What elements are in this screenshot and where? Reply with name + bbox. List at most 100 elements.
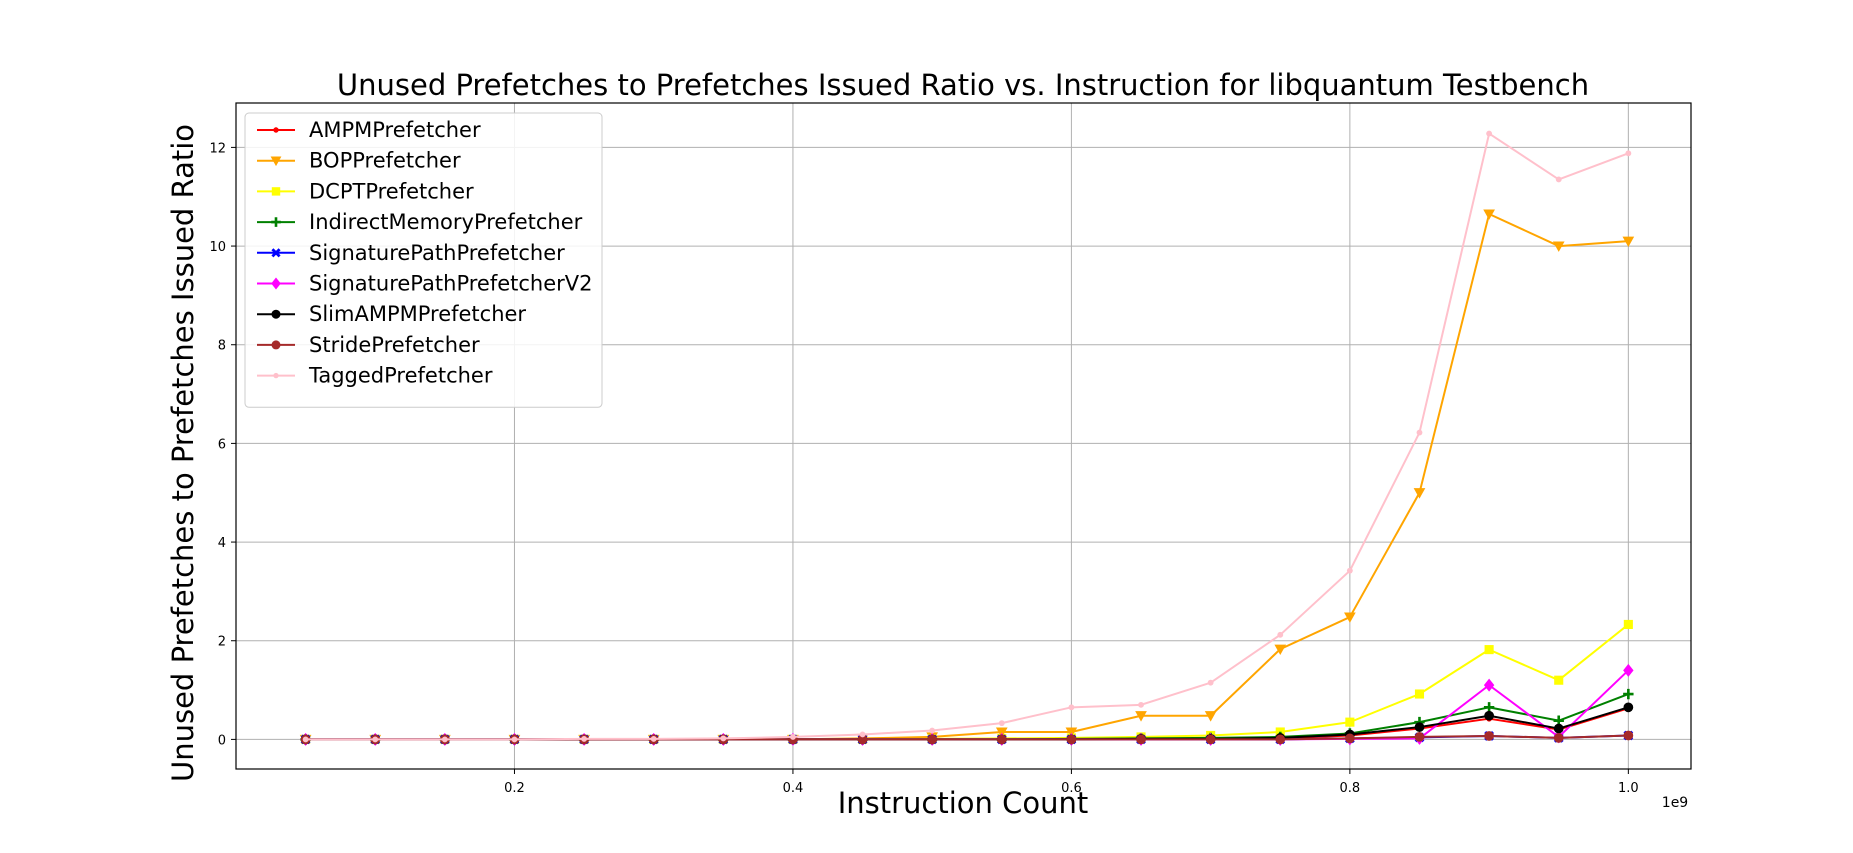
data-point-tagged-prefetcher [790, 734, 796, 740]
data-point-stride-prefetcher [1553, 733, 1564, 743]
legend-marker [273, 372, 279, 379]
y-tick-label: 6 [218, 437, 226, 452]
data-point-tagged-prefetcher [859, 731, 866, 738]
data-point-tagged-prefetcher [1346, 567, 1353, 574]
data-point-dcptprefetcher [1414, 689, 1425, 699]
legend-item-bopprefetcher: BOPPrefetcher [257, 149, 461, 173]
chart-title: Unused Prefetches to Prefetches Issued R… [337, 68, 1589, 102]
y-tick-label: 8 [218, 339, 226, 354]
data-point-dcptprefetcher [1345, 717, 1355, 727]
data-point-stride-prefetcher [1484, 731, 1494, 741]
legend-label: TaggedPrefetcher [308, 364, 493, 388]
x-tick-label: 0.6 [1061, 781, 1082, 796]
data-point-bopprefetcher [1483, 209, 1495, 220]
data-point-bopprefetcher [1065, 727, 1078, 738]
data-point-tagged-prefetcher [1138, 701, 1144, 708]
data-point-tagged-prefetcher [1625, 150, 1632, 157]
x-tick-label: 0.4 [783, 781, 804, 796]
plot-area-frame [235, 102, 1692, 770]
data-point-tagged-prefetcher [650, 735, 657, 742]
legend-item-signature-path-prefetcher-v2: SignaturePathPrefetcherV2 [257, 272, 593, 296]
data-point-tagged-prefetcher [511, 736, 518, 743]
x-axis: 0.2 0.4 0.6 0.8 1.0 [504, 769, 1639, 796]
legend-label: SlimAMPMPrefetcher [309, 302, 526, 326]
legend-marker [271, 340, 281, 350]
legend-label: IndirectMemoryPrefetcher [309, 210, 583, 234]
series-line-tagged-prefetcher [305, 132, 1629, 741]
legend-marker [270, 156, 282, 167]
data-point-tagged-prefetcher [929, 727, 936, 734]
data-point-stride-prefetcher [1275, 734, 1286, 745]
legend-label: DCPTPrefetcher [309, 179, 474, 203]
legend-item-stride-prefetcher: StridePrefetcher [257, 333, 480, 357]
legend-marker [271, 309, 281, 319]
legend-label: BOPPrefetcher [309, 149, 461, 173]
legend-label: StridePrefetcher [309, 333, 480, 357]
data-point-tagged-prefetcher [998, 720, 1005, 727]
data-point-tagged-prefetcher [441, 736, 448, 743]
x-tick-label: 1.0 [1618, 781, 1639, 796]
legend-item-tagged-prefetcher: TaggedPrefetcher [257, 364, 493, 388]
legend-item-signature-path-prefetcher: SignaturePathPrefetcher [257, 241, 565, 265]
legend-item-indirect-memory-prefetcher: IndirectMemoryPrefetcher [257, 210, 583, 234]
data-point-indirect-memory-prefetcher [1623, 688, 1634, 700]
data-point-slim-ampmprefetcher [1484, 710, 1494, 721]
data-point-stride-prefetcher [1345, 733, 1355, 744]
y-axis-title: Unused Prefetches to Prefetches Issued R… [166, 124, 200, 782]
data-point-tagged-prefetcher [1277, 631, 1284, 638]
y-tick-label: 12 [209, 141, 226, 156]
series-tagged-prefetcher [302, 130, 1632, 743]
x-axis-title: Instruction Count [838, 786, 1089, 820]
data-point-stride-prefetcher [1623, 730, 1634, 741]
data-point-bopprefetcher [1204, 711, 1217, 722]
data-point-stride-prefetcher [857, 734, 868, 745]
data-point-dcptprefetcher [1623, 619, 1633, 630]
data-point-tagged-prefetcher [1416, 429, 1423, 436]
y-tick-label: 2 [218, 635, 226, 650]
x-tick-label: 0.2 [504, 781, 525, 796]
y-tick-label: 4 [218, 536, 226, 551]
legend-marker [271, 248, 281, 258]
y-tick-label: 0 [218, 733, 226, 748]
data-point-tagged-prefetcher [581, 735, 588, 742]
legend-marker [271, 187, 281, 196]
data-point-bopprefetcher [1135, 711, 1147, 722]
legend-marker [271, 217, 281, 227]
data-point-bopprefetcher [1274, 644, 1287, 655]
data-point-stride-prefetcher [1205, 734, 1216, 745]
series-layer [299, 130, 1635, 746]
legend-marker [273, 127, 279, 133]
data-point-tagged-prefetcher [1207, 679, 1214, 686]
data-point-dcptprefetcher [1554, 675, 1564, 685]
data-point-bopprefetcher [1344, 612, 1356, 623]
legend-label: SignaturePathPrefetcher [309, 241, 565, 265]
legend-item-slim-ampmprefetcher: SlimAMPMPrefetcher [257, 302, 526, 326]
legend-box [244, 112, 603, 408]
data-point-stride-prefetcher [996, 734, 1007, 745]
x-tick-label: 0.8 [1340, 781, 1361, 796]
y-tick-label: 10 [209, 240, 226, 255]
data-point-bopprefetcher [995, 727, 1008, 738]
legend: AMPMPrefetcher BOPPrefetcher DCPTPrefetche… [244, 112, 603, 408]
x-axis-offset-label: 1e9 [1662, 795, 1688, 811]
y-axis: 0 2 4 6 8 10 12 [209, 141, 236, 748]
legend-label: SignaturePathPrefetcherV2 [309, 272, 593, 296]
data-point-indirect-memory-prefetcher [1483, 702, 1495, 713]
data-point-tagged-prefetcher [1068, 704, 1075, 711]
data-point-stride-prefetcher [1136, 734, 1146, 745]
data-point-stride-prefetcher [927, 734, 938, 745]
data-point-stride-prefetcher [1414, 732, 1425, 742]
data-point-tagged-prefetcher [720, 735, 727, 742]
data-point-bopprefetcher [1622, 236, 1635, 247]
data-point-tagged-prefetcher [302, 736, 309, 743]
legend-item-ampmprefetcher: AMPMPrefetcher [257, 118, 481, 142]
legend-label: AMPMPrefetcher [309, 118, 481, 142]
legend-marker [271, 277, 281, 290]
grid-lines [236, 103, 1691, 769]
data-point-signature-path-prefetcher-v2 [1483, 678, 1495, 692]
data-point-tagged-prefetcher [1486, 130, 1493, 137]
data-point-signature-path-prefetcher-v2 [1623, 663, 1634, 677]
legend-item-dcptprefetcher: DCPTPrefetcher [257, 179, 474, 203]
data-point-slim-ampmprefetcher [1623, 702, 1634, 713]
